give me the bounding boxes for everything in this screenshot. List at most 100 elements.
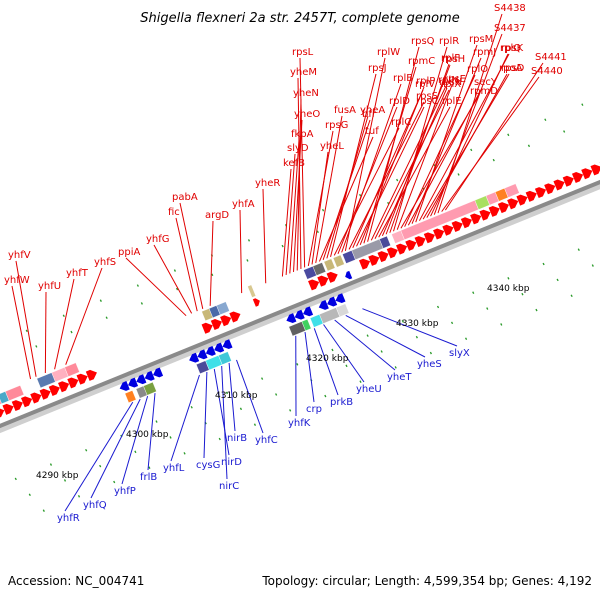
tick-dot bbox=[218, 437, 221, 441]
reverse-gene-arrow bbox=[205, 345, 216, 356]
tick-dot bbox=[155, 420, 158, 423]
scale-label-4290: 4290 kbp bbox=[36, 471, 79, 481]
gene-leader-line bbox=[179, 202, 204, 310]
tick-dot bbox=[169, 436, 172, 439]
gene-leader-line bbox=[330, 73, 377, 257]
gene-label-rpsK: rpsK bbox=[501, 43, 524, 54]
gene-leader-line bbox=[221, 365, 228, 480]
forward-gene-arrow bbox=[451, 221, 463, 232]
forward-gene-arrow bbox=[460, 217, 472, 229]
tick-dot bbox=[14, 477, 17, 481]
reverse-feature-block bbox=[143, 381, 157, 396]
gene-leader-line bbox=[239, 209, 243, 294]
tick-dot bbox=[42, 509, 45, 512]
scale-labels: 4290 kbp 4300 kbp 4310 kbp 4320 kbp 4330 kbp… bbox=[36, 284, 530, 481]
gene-label-yhfG: yhfG bbox=[146, 234, 170, 245]
forward-gene-arrow bbox=[562, 175, 574, 187]
genome-backbone bbox=[0, 179, 600, 429]
gene-label-rplD: rplD bbox=[389, 96, 410, 107]
tick-dot bbox=[396, 178, 399, 182]
gene-leader-line bbox=[175, 217, 198, 312]
gene-label-yhfA: yhfA bbox=[232, 199, 255, 210]
forward-gene-arrow bbox=[2, 403, 14, 415]
gene-label-rplQ: rplQ bbox=[500, 43, 521, 54]
tick-dot bbox=[542, 262, 545, 266]
forward-gene-leaders bbox=[11, 13, 544, 380]
gene-label-rplR: rplR bbox=[439, 36, 459, 47]
forward-gene-arrow bbox=[229, 311, 241, 323]
gene-label-yhfP: yhfP bbox=[114, 486, 136, 497]
gene-label-fkpA: fkpA bbox=[291, 129, 314, 140]
gene-label-rpmD: rpmD bbox=[470, 86, 498, 97]
tick-dot bbox=[380, 350, 383, 353]
gene-label-ppiA: ppiA bbox=[118, 247, 140, 258]
forward-gene-arrow bbox=[48, 385, 60, 396]
forward-gene-arrow bbox=[58, 381, 70, 393]
gene-label-rpmJ: rpmJ bbox=[473, 47, 496, 58]
gene-label-pabA: pabA bbox=[172, 192, 198, 203]
forward-feature-block bbox=[216, 301, 230, 315]
tick-dot bbox=[136, 284, 139, 287]
gene-leader-line bbox=[297, 77, 302, 269]
forward-gene-arrow bbox=[317, 275, 329, 287]
tick-dot bbox=[316, 230, 319, 234]
forward-gene-arrow bbox=[368, 254, 380, 266]
forward-gene-arrow bbox=[386, 247, 398, 259]
gene-leader-line bbox=[90, 398, 141, 499]
forward-feature-block bbox=[351, 238, 384, 260]
gene-label-rplW: rplW bbox=[377, 47, 400, 58]
gene-leader-line bbox=[236, 359, 264, 434]
gene-leader-line bbox=[415, 44, 478, 223]
tick-dot bbox=[140, 302, 143, 305]
forward-feature-block bbox=[5, 385, 25, 401]
tick-dot bbox=[25, 329, 28, 333]
tick-dot bbox=[507, 133, 510, 137]
tick-dot bbox=[581, 103, 584, 106]
forward-gene-arrow bbox=[525, 190, 537, 202]
gene-leader-line bbox=[170, 374, 200, 462]
gene-leader-line bbox=[44, 291, 47, 373]
forward-gene-arrow bbox=[85, 369, 97, 381]
tick-dot bbox=[173, 269, 177, 272]
tick-dot bbox=[77, 495, 81, 498]
gene-label-yhfQ: yhfQ bbox=[83, 500, 107, 511]
gene-features bbox=[0, 162, 600, 418]
gene-label-rpsC: rpsC bbox=[416, 96, 439, 107]
gene-label-yheA: yheA bbox=[360, 105, 385, 116]
gene-label-yhfR: yhfR bbox=[57, 513, 80, 524]
tick-dot bbox=[359, 380, 362, 384]
accession-label: Accession: NC_004741 bbox=[8, 574, 145, 588]
gene-leader-line bbox=[378, 106, 451, 238]
gene-leader-line bbox=[304, 331, 315, 403]
gene-leader-line bbox=[153, 244, 193, 314]
tick-dot bbox=[521, 292, 524, 296]
gene-leader-line bbox=[362, 308, 458, 347]
gene-label-S4438: S4438 bbox=[494, 3, 526, 14]
tick-dot bbox=[324, 394, 327, 398]
tick-dot bbox=[331, 348, 334, 352]
forward-gene-arrow bbox=[405, 239, 417, 251]
gene-leader-line bbox=[411, 57, 482, 224]
gene-leader-line bbox=[341, 83, 402, 253]
forward-gene-arrow bbox=[497, 202, 510, 214]
forward-gene-arrow bbox=[20, 396, 33, 408]
gene-label-rpsH: rpsH bbox=[442, 54, 465, 65]
reverse-gene-arrow bbox=[345, 270, 353, 280]
forward-gene-arrow bbox=[308, 279, 320, 291]
tick-dot bbox=[415, 335, 418, 339]
forward-gene-arrow bbox=[326, 271, 338, 283]
tick-dot bbox=[261, 377, 264, 380]
gene-leader-line bbox=[444, 62, 544, 211]
forward-gene-arrow bbox=[553, 179, 565, 191]
scale-label-4340: 4340 kbp bbox=[487, 284, 530, 294]
tick-dot bbox=[289, 409, 292, 412]
reverse-gene-arrow bbox=[214, 342, 225, 353]
tick-dot bbox=[247, 239, 251, 242]
forward-gene-arrow bbox=[396, 243, 408, 255]
reverse-feature-block bbox=[335, 303, 350, 318]
gene-label-rpsJ: rpsJ bbox=[368, 63, 387, 74]
forward-gene-arrow bbox=[479, 209, 491, 221]
forward-gene-arrow bbox=[571, 172, 584, 183]
gene-label-yhfS: yhfS bbox=[94, 257, 116, 268]
forward-gene-arrow bbox=[210, 319, 222, 330]
